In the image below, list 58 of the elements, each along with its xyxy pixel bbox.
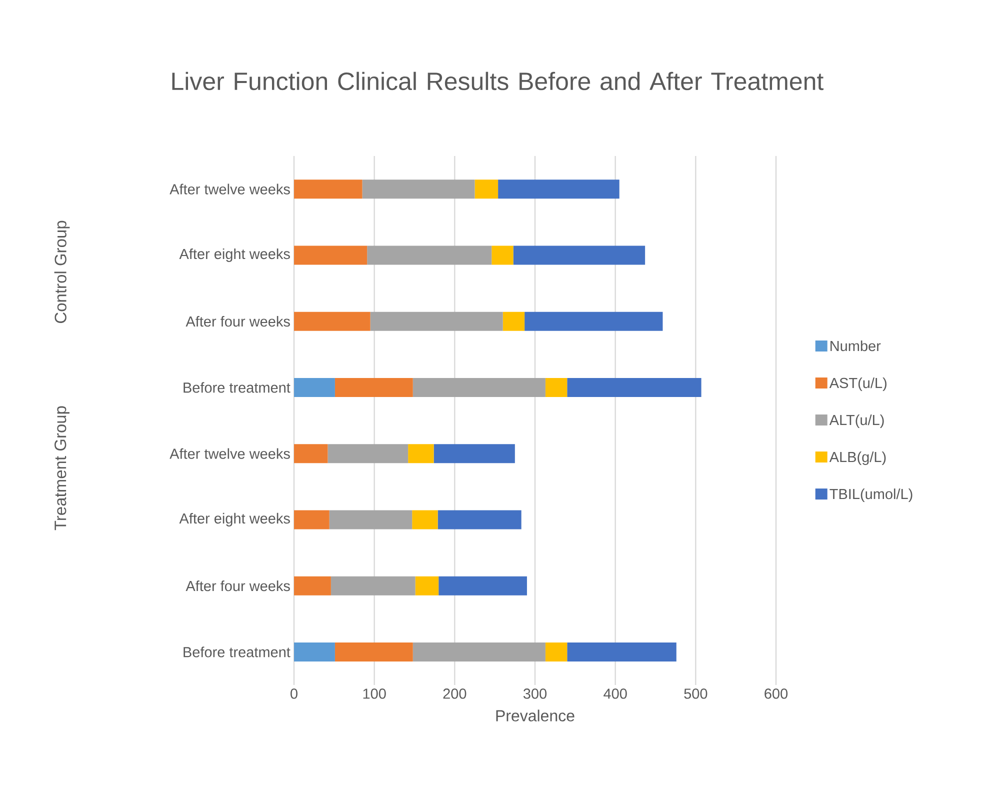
x-tick-label: 200 bbox=[443, 688, 466, 699]
bar bbox=[408, 444, 434, 464]
bar bbox=[524, 312, 663, 331]
bar bbox=[545, 642, 568, 662]
bar bbox=[502, 312, 525, 331]
text: Treatment Group bbox=[54, 406, 70, 530]
y-tick-label: After four weeks bbox=[186, 580, 290, 592]
bar bbox=[329, 510, 412, 530]
x-tick-label: 100 bbox=[363, 688, 386, 699]
bar bbox=[294, 378, 335, 397]
bar bbox=[412, 510, 438, 530]
bar bbox=[412, 378, 546, 397]
x-tick-label: 300 bbox=[523, 688, 547, 699]
text: Control Group bbox=[54, 220, 70, 323]
legend-label: Number bbox=[830, 340, 881, 352]
bar bbox=[334, 642, 413, 662]
bar bbox=[438, 510, 522, 530]
x-tick-label: 400 bbox=[604, 688, 627, 699]
legend-label: ALT(u/L) bbox=[829, 414, 884, 428]
bar bbox=[294, 642, 335, 662]
bar bbox=[567, 378, 702, 397]
bar bbox=[492, 246, 514, 265]
x-tick-label: 0 bbox=[290, 688, 298, 699]
bar bbox=[328, 444, 408, 464]
bar bbox=[567, 642, 676, 662]
bar bbox=[294, 444, 328, 464]
bar bbox=[545, 378, 568, 397]
x-tick-label: 600 bbox=[764, 688, 788, 699]
y-tick-label: Before treatment bbox=[184, 382, 290, 393]
bar bbox=[438, 576, 527, 596]
bar bbox=[412, 642, 546, 662]
y-tick-label: Before treatment bbox=[184, 646, 290, 658]
chart-title: Liver Function Clinical Results Before and After Treatment bbox=[172, 72, 824, 90]
bar bbox=[415, 576, 439, 596]
bar bbox=[434, 444, 515, 464]
x-axis-title: Prevalence bbox=[496, 710, 574, 722]
bar bbox=[294, 180, 362, 199]
legend-label: ALB(g/L) bbox=[829, 452, 886, 466]
bar bbox=[474, 180, 498, 199]
y-tick-label: After twelve weeks bbox=[170, 184, 290, 194]
bar bbox=[370, 312, 503, 331]
y-tick-label: After eight weeks bbox=[179, 512, 290, 526]
legend-label: AST(u/L) bbox=[829, 378, 886, 392]
bar bbox=[498, 180, 620, 199]
x-tick-label: 500 bbox=[684, 688, 708, 699]
bar bbox=[294, 510, 330, 530]
bar bbox=[513, 246, 646, 265]
bar bbox=[362, 180, 475, 199]
legend-label: TBIL(umol/L) bbox=[830, 488, 912, 502]
bar bbox=[367, 246, 492, 265]
bar bbox=[294, 576, 331, 596]
y-tick-label: After eight weeks bbox=[179, 248, 290, 262]
bar bbox=[330, 576, 416, 596]
y-tick-label: After four weeks bbox=[186, 316, 290, 327]
bar bbox=[294, 246, 368, 265]
bar bbox=[294, 312, 370, 331]
bar bbox=[334, 378, 413, 397]
y-tick-label: After twelve weeks bbox=[170, 448, 290, 459]
